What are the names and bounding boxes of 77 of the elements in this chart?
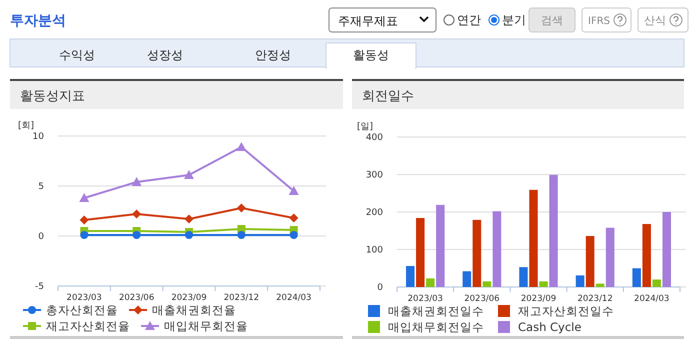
legend-label: 매출채권회전일수 <box>388 304 484 318</box>
legend-label: 총자산회전율 <box>46 303 118 317</box>
text: 성장성 <box>147 48 183 62</box>
legend-label: Cash Cycle <box>518 320 582 334</box>
y-tick-label: 100 <box>366 246 384 256</box>
point <box>236 204 246 212</box>
y-tick-label: -5 <box>35 282 44 292</box>
bar <box>586 236 594 287</box>
bar <box>642 224 651 287</box>
text: IFRS <box>588 16 610 27</box>
point <box>79 193 90 202</box>
x-tick-label: 2023/09 <box>171 293 207 303</box>
y-tick-label: 5 <box>38 182 44 192</box>
text: 연간 <box>457 13 481 27</box>
point <box>184 214 194 224</box>
legend-label: 매입채무회전일수 <box>388 320 484 334</box>
bar <box>539 281 548 287</box>
point <box>184 170 194 179</box>
text: 안정성 <box>255 48 291 62</box>
bar <box>596 284 604 287</box>
bar <box>529 190 538 287</box>
x-tick-label: 2023/12 <box>577 294 613 304</box>
x-tick-label: 2024/03 <box>276 293 312 303</box>
point <box>132 210 142 218</box>
bar <box>472 220 482 287</box>
text: 활동성 <box>353 48 389 62</box>
point <box>289 214 298 222</box>
point <box>236 142 246 151</box>
y-tick-label: 10 <box>32 132 44 142</box>
chart-title: 활동성지표 <box>20 89 85 104</box>
legend-label: 재고자산회전일수 <box>518 304 614 318</box>
x-tick-label: 2023/06 <box>118 293 154 303</box>
y-tick-label: 300 <box>366 170 384 180</box>
point <box>290 231 298 239</box>
point <box>288 186 299 195</box>
legend-label: 재고자산회전율 <box>46 319 130 333</box>
bar <box>576 275 584 287</box>
x-tick-label: 2023/03 <box>408 294 443 304</box>
bar <box>436 204 445 287</box>
point <box>132 177 142 186</box>
point <box>80 231 88 239</box>
text: 검색 <box>541 14 563 27</box>
x-tick-label: 2024/03 <box>634 294 670 304</box>
bar <box>482 281 492 287</box>
bar <box>416 218 425 287</box>
legend-label: 매출채권회전율 <box>152 303 236 317</box>
bar <box>426 278 435 287</box>
bar <box>519 267 528 287</box>
y-axis-title: [회] <box>18 121 34 131</box>
bar <box>652 280 661 287</box>
point <box>237 231 246 239</box>
point <box>185 231 193 239</box>
bar <box>632 268 641 287</box>
text: 수익성 <box>59 48 95 62</box>
y-tick-label: 200 <box>366 208 384 218</box>
y-tick-label: 0 <box>38 232 44 242</box>
bar <box>549 174 558 287</box>
x-tick-label: 2023/09 <box>520 294 556 304</box>
point <box>80 216 89 224</box>
text: 산식 <box>644 14 666 27</box>
y-axis-title: [일] <box>357 122 374 132</box>
bar <box>462 271 472 287</box>
bar <box>492 211 502 287</box>
y-tick-label: 400 <box>366 133 384 143</box>
bar <box>406 266 415 287</box>
bar <box>662 212 671 287</box>
text: 주재무제표 <box>338 14 398 28</box>
x-tick-label: 2023/06 <box>464 294 500 304</box>
legend-label: 매입채무회전율 <box>164 319 248 333</box>
y-tick-label: 0 <box>377 283 384 293</box>
text: 분기 <box>502 13 526 27</box>
chart-title: 회전일수 <box>362 89 414 104</box>
text: 투자분석 <box>10 13 66 29</box>
point <box>132 231 141 239</box>
bar <box>606 228 614 287</box>
x-tick-label: 2023/12 <box>224 293 260 303</box>
x-tick-label: 2023/03 <box>66 293 102 303</box>
